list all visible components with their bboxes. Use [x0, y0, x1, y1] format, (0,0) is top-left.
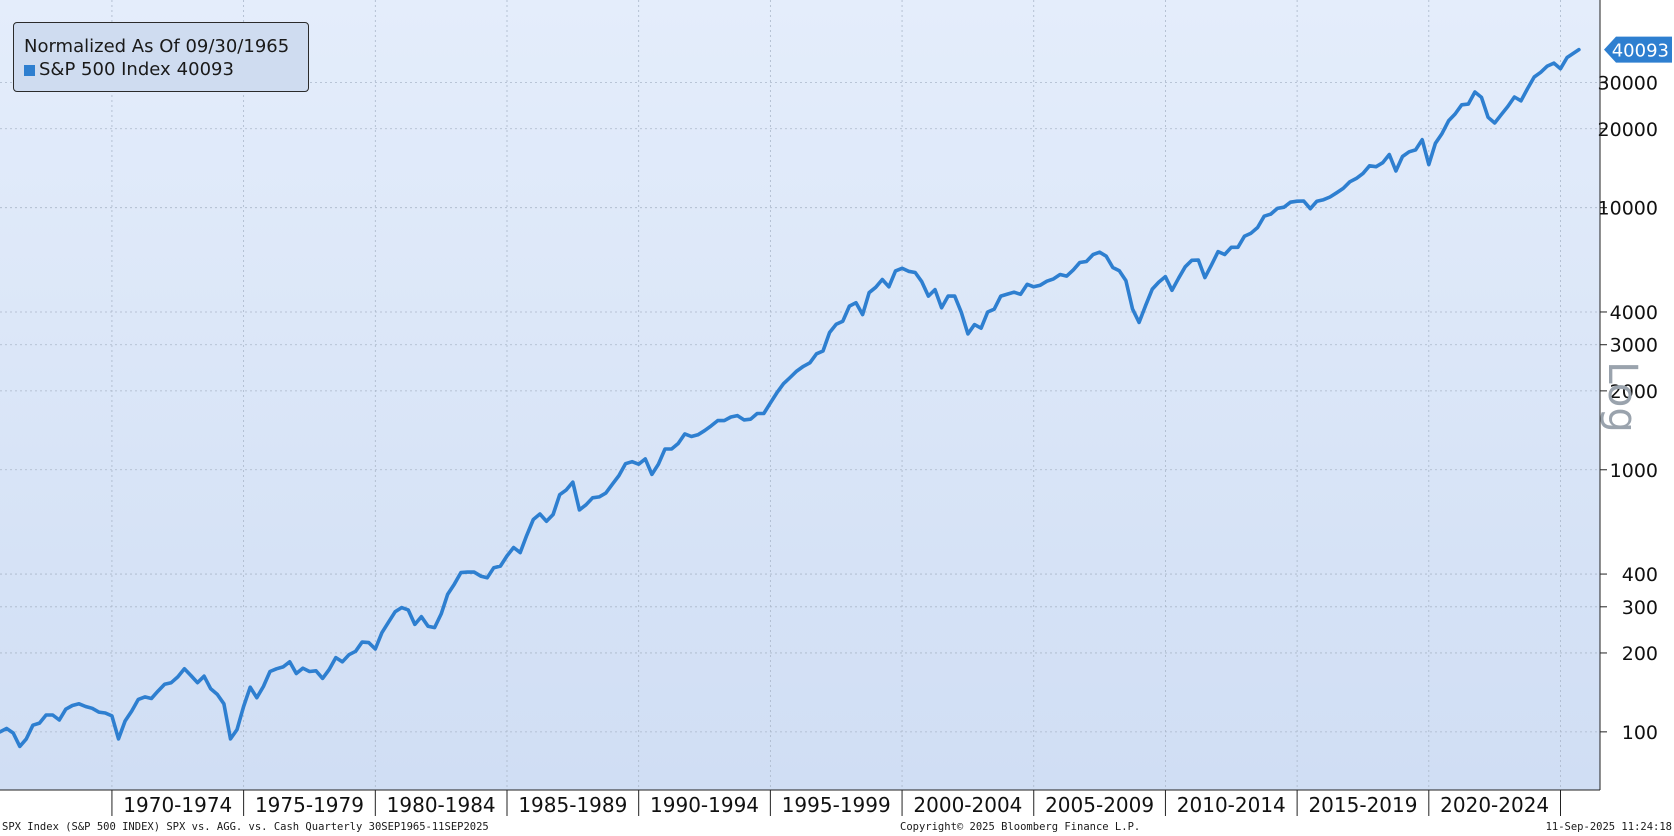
- last-value-tag: 40093: [1604, 37, 1672, 63]
- log-scale-text: Log: [1599, 361, 1645, 432]
- y-tick-label: 4000: [1610, 302, 1658, 324]
- legend: Normalized As Of 09/30/1965 S&P 500 Inde…: [13, 22, 309, 92]
- x-tick-label: 1980-1984: [387, 793, 496, 817]
- x-tick-label: 2015-2019: [1308, 793, 1417, 817]
- legend-title: Normalized As Of 09/30/1965: [24, 35, 298, 59]
- y-tick-label: 300: [1622, 597, 1658, 619]
- x-tick-label: 1990-1994: [650, 793, 759, 817]
- y-tick-label: 200: [1622, 643, 1658, 665]
- y-tick-label: 30000: [1598, 73, 1658, 95]
- x-tick-label: 1975-1979: [255, 793, 364, 817]
- chart: 1002003004001000200030004000100002000030…: [0, 0, 1674, 818]
- legend-series-value: 40093: [177, 59, 234, 81]
- last-value-tag-text: 40093: [1612, 41, 1669, 62]
- x-tick-label: 1995-1999: [782, 793, 891, 817]
- x-tick-label: 2000-2004: [913, 793, 1022, 817]
- x-tick-label: 2010-2014: [1177, 793, 1286, 817]
- y-tick-label: 100: [1622, 722, 1658, 744]
- x-tick-label: 2020-2024: [1440, 793, 1549, 817]
- y-tick-label: 10000: [1598, 198, 1658, 220]
- y-tick-label: 1000: [1610, 460, 1658, 482]
- y-tick-label: 20000: [1598, 119, 1658, 141]
- legend-series-label: S&P 500 Index: [39, 59, 171, 81]
- x-tick-label: 1985-1989: [518, 793, 627, 817]
- x-tick-label: 2005-2009: [1045, 793, 1154, 817]
- footer-security-info: SPX Index (S&P 500 INDEX) SPX vs. AGG. v…: [2, 821, 489, 833]
- footer-copyright: Copyright© 2025 Bloomberg Finance L.P.: [900, 821, 1140, 833]
- footer-timestamp: 11-Sep-2025 11:24:18: [1546, 821, 1672, 833]
- plot-background: [0, 0, 1600, 790]
- x-tick-label: 1970-1974: [123, 793, 232, 817]
- footer: SPX Index (S&P 500 INDEX) SPX vs. AGG. v…: [0, 818, 1674, 836]
- y-tick-label: 3000: [1610, 335, 1658, 357]
- y-tick-label: 400: [1622, 564, 1658, 586]
- legend-entry: S&P 500 Index 40093: [24, 59, 298, 81]
- legend-swatch: [24, 65, 35, 76]
